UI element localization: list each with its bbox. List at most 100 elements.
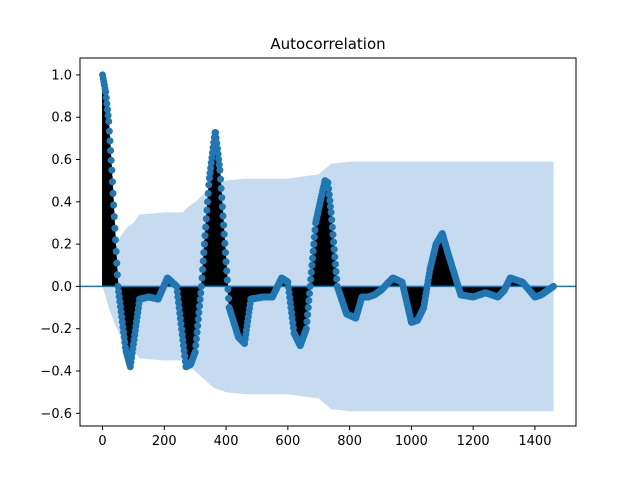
acf-point	[115, 287, 123, 295]
acf-point	[198, 274, 206, 282]
acf-point	[331, 260, 339, 268]
acf-point	[331, 253, 339, 261]
acf-point	[118, 318, 126, 326]
acf-point	[114, 282, 122, 290]
acf-point	[549, 282, 557, 290]
acf-point	[112, 236, 120, 244]
y-tick-label: −0.6	[40, 407, 72, 422]
axes-frame	[79, 57, 577, 427]
acf-point	[191, 348, 199, 356]
acf-point	[325, 191, 333, 199]
acf-point	[105, 117, 113, 125]
acf-point	[181, 352, 189, 360]
acf-point	[194, 315, 202, 323]
x-tick-label: 600	[275, 434, 300, 449]
acf-point	[309, 247, 317, 255]
acf-point	[202, 215, 210, 223]
acf-point	[330, 245, 338, 253]
acf-point	[306, 282, 314, 290]
chart-title: Autocorrelation	[270, 35, 385, 53]
acf-point	[215, 161, 223, 169]
acf-point	[217, 175, 225, 183]
acf-point	[213, 139, 221, 147]
x-tick-label: 400	[214, 434, 239, 449]
acf-point	[304, 311, 312, 319]
marker-layer	[99, 71, 557, 371]
acf-point	[116, 303, 124, 311]
acf-point	[204, 189, 212, 197]
acf-point	[216, 166, 224, 174]
acf-point	[225, 294, 233, 302]
acf-point	[108, 166, 116, 174]
acf-point	[289, 319, 297, 327]
acf-point	[192, 335, 200, 343]
acf-point	[330, 238, 338, 246]
acf-point	[108, 178, 116, 186]
acf-point	[178, 325, 186, 333]
acf-point	[179, 336, 187, 344]
acf-point	[112, 248, 120, 256]
acf-point	[194, 322, 202, 330]
x-tick-label: 200	[152, 434, 177, 449]
acf-point	[288, 309, 296, 317]
acf-point	[223, 276, 231, 284]
acf-point	[305, 289, 313, 297]
acf-point	[117, 308, 125, 316]
acf-point	[304, 304, 312, 312]
acf-point	[324, 179, 332, 187]
acf-point	[212, 134, 220, 142]
acf-point	[102, 94, 110, 102]
acf-point	[328, 216, 336, 224]
y-tick-label: 0.4	[51, 195, 72, 210]
acf-point	[326, 197, 334, 205]
acf-point	[176, 309, 184, 317]
acf-point	[197, 289, 205, 297]
acf-point	[113, 259, 121, 267]
acf-point	[286, 298, 294, 306]
y-tick-label: 0.8	[51, 111, 72, 126]
acf-point	[205, 181, 213, 189]
acf-point	[207, 164, 215, 172]
acf-point	[173, 282, 181, 290]
acf-point	[208, 149, 216, 157]
acf-point	[121, 338, 129, 346]
acf-point	[176, 315, 184, 323]
acf-point	[332, 268, 340, 276]
acf-point	[102, 88, 110, 96]
acf-point	[220, 221, 228, 229]
acf-point	[201, 232, 209, 240]
acf-point	[196, 296, 204, 304]
acf-point	[179, 341, 187, 349]
acf-point	[115, 293, 123, 301]
acf-point	[199, 257, 207, 265]
acf-point	[287, 304, 295, 312]
acf-point	[107, 156, 115, 164]
acf-point	[177, 320, 185, 328]
acf-point	[221, 249, 229, 257]
acf-point	[285, 288, 293, 296]
acf-point	[110, 213, 118, 221]
acf-point	[175, 298, 183, 306]
acf-point	[103, 100, 111, 108]
acf-point	[305, 297, 313, 305]
acf-point	[104, 112, 112, 120]
acf-point	[178, 331, 186, 339]
acf-point	[120, 333, 128, 341]
acf-point	[110, 201, 118, 209]
acf-point	[196, 302, 204, 310]
acf-point	[325, 185, 333, 193]
acf-point	[310, 240, 318, 248]
acf-point	[116, 298, 124, 306]
y-tick-label: −0.4	[40, 365, 72, 380]
acf-point	[180, 347, 188, 355]
acf-point	[193, 328, 201, 336]
acf-point	[326, 202, 334, 210]
y-tick-label: 0.2	[51, 238, 72, 253]
acf-point	[200, 249, 208, 257]
acf-point	[200, 240, 208, 248]
acf-point	[195, 309, 203, 317]
x-axis-ticks: 0 200 400 600 800 1000 1200 1400	[98, 426, 551, 449]
acf-point	[213, 145, 221, 153]
acf-point	[111, 224, 119, 232]
